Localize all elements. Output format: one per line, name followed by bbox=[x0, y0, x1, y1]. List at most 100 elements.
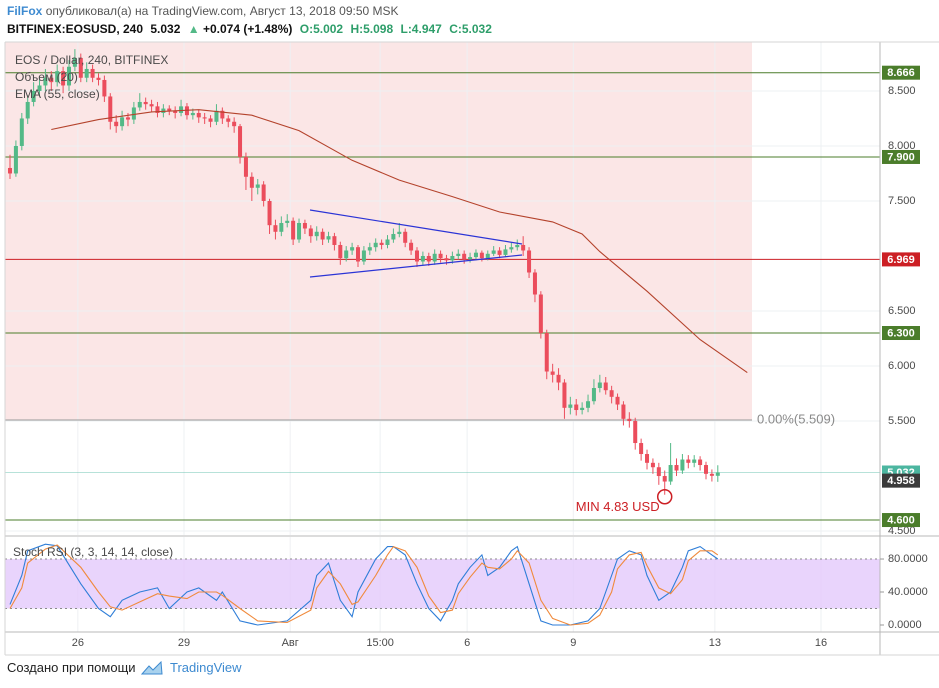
x-tick-label: 29 bbox=[178, 637, 190, 649]
axis-layer: 8.500 8.000 7.500 6.500 6.000 5.500 4.500 26 29 А… bbox=[72, 65, 928, 649]
candle-body bbox=[692, 459, 697, 463]
candle-body bbox=[715, 472, 720, 476]
candle-body bbox=[609, 390, 614, 397]
candle-body bbox=[161, 108, 166, 113]
candle-body bbox=[361, 250, 366, 262]
candle-body bbox=[538, 294, 543, 334]
candle-body bbox=[190, 112, 195, 116]
y-tick-label: 0.0000 bbox=[888, 619, 922, 631]
candle-body bbox=[615, 396, 620, 405]
candle-body bbox=[273, 225, 278, 232]
price: 5.032 bbox=[150, 22, 181, 36]
ema-line bbox=[51, 109, 748, 374]
level-badge bbox=[882, 326, 920, 341]
candle-body bbox=[650, 462, 655, 468]
triangle-lower-line bbox=[309, 254, 523, 278]
candle-body bbox=[72, 57, 77, 67]
candle-body bbox=[25, 101, 30, 119]
candle-body bbox=[232, 121, 237, 127]
candle-body bbox=[338, 244, 343, 259]
background-layer bbox=[5, 42, 880, 632]
candle-body bbox=[515, 244, 520, 248]
footer-brand[interactable]: TradingView bbox=[170, 660, 242, 675]
author[interactable]: FilFox bbox=[7, 4, 43, 18]
x-tick-label: 9 bbox=[570, 637, 576, 649]
candle-body bbox=[120, 117, 125, 127]
x-tick-label: 15:00 bbox=[366, 637, 394, 649]
low: L:4.947 bbox=[400, 22, 442, 36]
candle-body bbox=[409, 242, 414, 251]
candle-body bbox=[90, 68, 95, 78]
y-tick-label: 8.000 bbox=[888, 140, 916, 152]
stoch-line bbox=[9, 544, 719, 626]
candle-body bbox=[149, 104, 154, 107]
candle-body bbox=[297, 222, 302, 240]
candle-body bbox=[444, 258, 449, 261]
candle-body bbox=[491, 250, 496, 254]
chart-title: EOS / Dollar, 240, BITFINEX bbox=[15, 53, 168, 67]
candle-body bbox=[291, 220, 296, 240]
min-marker bbox=[656, 488, 673, 505]
candle-body bbox=[591, 388, 596, 402]
candle-body bbox=[320, 231, 325, 240]
candle-body bbox=[438, 253, 443, 259]
candle-body bbox=[155, 106, 160, 113]
candle-body bbox=[332, 236, 337, 245]
candle-body bbox=[550, 371, 555, 375]
drawing-layer: MIN 4.83 USD bbox=[309, 209, 673, 514]
triangle-upper-line bbox=[309, 209, 523, 245]
stoch-line bbox=[9, 543, 719, 626]
candle-body bbox=[403, 231, 408, 243]
candle-body bbox=[8, 167, 13, 174]
candle-body bbox=[479, 252, 484, 259]
level-badge bbox=[882, 149, 920, 164]
logo-shape bbox=[140, 660, 163, 675]
candle-body bbox=[597, 382, 602, 389]
candle-body bbox=[379, 242, 384, 245]
candle-body bbox=[698, 459, 703, 466]
candle-body bbox=[84, 68, 89, 78]
candle-body bbox=[179, 106, 184, 113]
candle-body bbox=[509, 247, 514, 250]
candle-body bbox=[586, 401, 591, 408]
header-line-1: FilFox опубликовал(а) на TradingView.com… bbox=[7, 4, 403, 18]
candle-body bbox=[55, 71, 60, 83]
candle-body bbox=[125, 117, 130, 120]
candle-body bbox=[202, 117, 207, 119]
candle-body bbox=[261, 184, 266, 201]
candle-body bbox=[344, 250, 349, 259]
candle-body bbox=[432, 253, 437, 262]
candle-body bbox=[167, 108, 172, 111]
candle-body bbox=[102, 79, 107, 97]
candle-body bbox=[485, 253, 490, 259]
candle-body bbox=[238, 126, 243, 157]
candle-body bbox=[574, 404, 579, 411]
brand-logo[interactable] bbox=[140, 660, 164, 676]
highlight-zone bbox=[5, 42, 752, 421]
candle-body bbox=[279, 222, 284, 232]
candle-body bbox=[473, 252, 478, 258]
y-tick-label: 5.500 bbox=[888, 415, 916, 427]
candle-body bbox=[114, 121, 119, 127]
candle-body bbox=[220, 110, 225, 119]
x-tick-label: 13 bbox=[709, 637, 721, 649]
candle-body bbox=[562, 382, 567, 408]
level-badge bbox=[882, 252, 920, 267]
y-tick-label: 7.500 bbox=[888, 195, 916, 207]
candle-body bbox=[527, 250, 532, 273]
candle-body bbox=[662, 476, 667, 482]
candle-body bbox=[308, 228, 313, 237]
candle-body bbox=[456, 253, 461, 256]
candle-body bbox=[621, 404, 626, 419]
symbol: BITFINEX:EOSUSD, 240 bbox=[7, 22, 144, 36]
candle-body bbox=[497, 250, 502, 255]
volume-legend: Объем (20) bbox=[15, 70, 78, 84]
candle-body bbox=[208, 118, 213, 122]
x-tick-label: 26 bbox=[72, 637, 84, 649]
change-arrow: ▲ bbox=[187, 22, 200, 36]
x-tick-label: 16 bbox=[815, 637, 827, 649]
candle-body bbox=[450, 255, 455, 261]
candle-body bbox=[78, 57, 83, 78]
